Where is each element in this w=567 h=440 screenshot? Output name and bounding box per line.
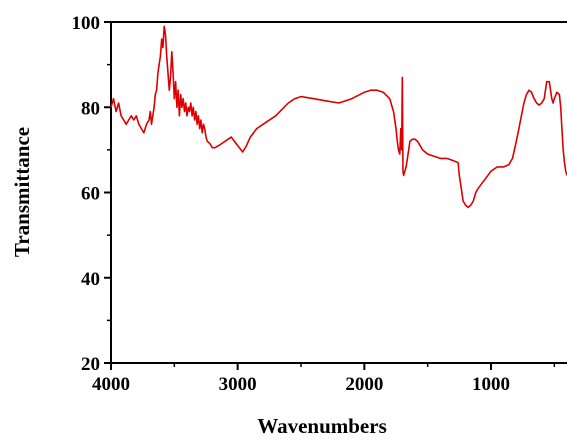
ticks — [104, 21, 556, 370]
x-tick-label: 1000 — [472, 374, 510, 395]
x-tick-label: 4000 — [92, 374, 130, 395]
x-axis-title: Wavenumbers — [257, 414, 387, 438]
y-tick-label: 20 — [81, 354, 100, 375]
y-axis-title: Transmittance — [10, 127, 34, 257]
x-tick-label: 2000 — [345, 374, 383, 395]
series-group — [110, 25, 567, 209]
tick-labels: 4000 3000 2000 1000 20 40 60 80 100 — [72, 13, 511, 395]
axes-frame — [110, 21, 567, 364]
spectrum-line — [110, 25, 567, 209]
y-tick-label: 80 — [81, 98, 100, 119]
y-tick-label: 60 — [81, 184, 100, 205]
y-tick-label: 100 — [72, 13, 101, 34]
y-tick-label: 40 — [81, 269, 100, 290]
x-tick-label: 3000 — [219, 374, 257, 395]
